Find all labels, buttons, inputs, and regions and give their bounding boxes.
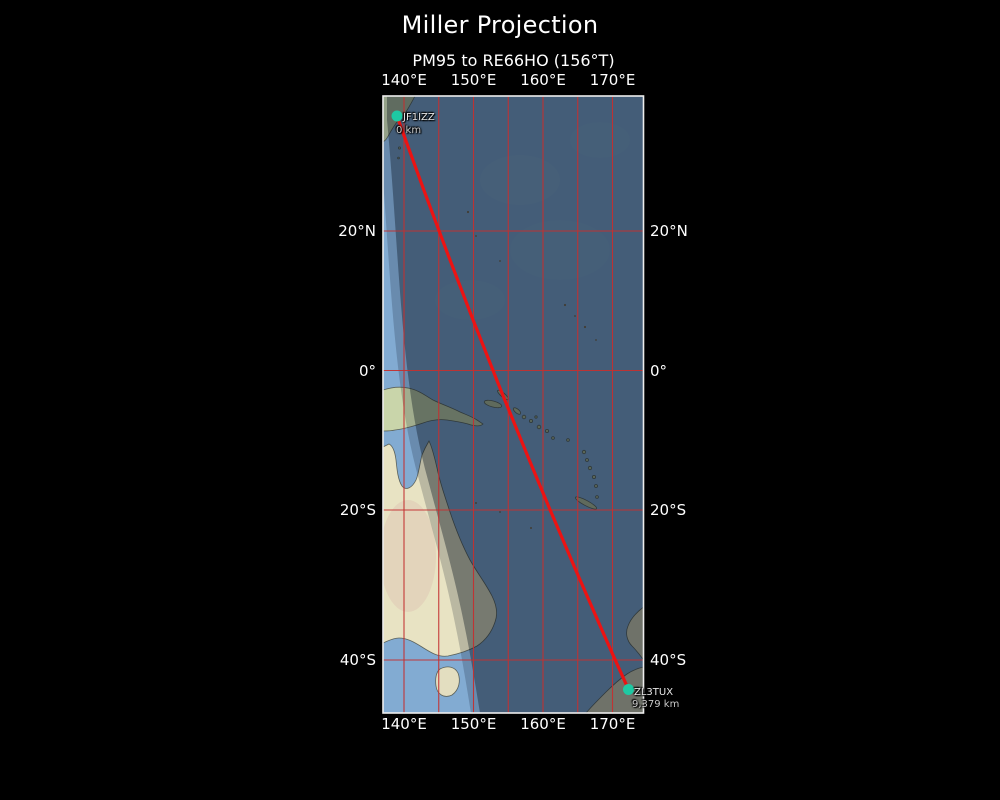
land-izu-island: [397, 146, 401, 150]
map-frame: [382, 95, 645, 714]
terminator-night-shade: [387, 96, 644, 713]
x-tick-label-top: 150°E: [450, 71, 497, 89]
end-marker: [623, 684, 634, 695]
x-tick-label-bottom: 160°E: [520, 715, 566, 733]
end-distance-label: 9,379 km: [632, 699, 680, 710]
land-micronesia-dots: [466, 210, 597, 529]
land-new-caledonia: [574, 496, 598, 510]
land-australia: [383, 440, 498, 657]
land-vanuatu: [566, 438, 598, 488]
land-bougainville: [512, 407, 522, 415]
land-australia-desert-tint: [383, 500, 436, 612]
land-nz-north-island: [626, 606, 644, 661]
land-izu-island: [397, 156, 400, 160]
y-tick-label-left: 20°S: [339, 501, 376, 519]
y-tick-label-right: 40°S: [650, 651, 687, 669]
x-tick-label-bottom: 170°E: [589, 715, 636, 733]
x-tick-label-top: 140°E: [381, 71, 427, 89]
y-tick-label-right: 20°S: [650, 501, 687, 519]
terminator-penumbra: [383, 96, 644, 713]
start-marker: [391, 110, 403, 122]
landmass-layer: [383, 96, 644, 713]
x-tick-label-bottom: 140°E: [381, 715, 427, 733]
land-new-britain: [483, 399, 503, 409]
land-loyalty-island: [595, 495, 599, 499]
plot-subtitle: PM95 to RE66HO (156°T): [412, 51, 615, 70]
end-callsign-label: ZL3TUX: [634, 687, 674, 698]
y-tick-label-left: 40°S: [339, 651, 376, 669]
land-new-guinea: [383, 386, 484, 432]
y-tick-label-left: 20°N: [338, 222, 376, 240]
route-markers: [391, 110, 634, 695]
y-tick-label-right: 0°: [650, 361, 668, 380]
land-nz-south-island: [585, 666, 644, 713]
x-tick-label-top: 170°E: [589, 71, 636, 89]
y-tick-label-left: 0°: [358, 361, 376, 380]
land-solomon-islands: [521, 414, 555, 440]
route-line: [395, 114, 631, 692]
x-tick-label-top: 160°E: [520, 71, 566, 89]
x-tick-label-bottom: 150°E: [450, 715, 497, 733]
graticule: [383, 96, 644, 713]
start-callsign-label: JF1IZZ: [403, 112, 435, 123]
land-tasmania: [435, 666, 460, 697]
y-tick-label-right: 20°N: [650, 222, 688, 240]
start-distance-label: 0 km: [396, 125, 422, 136]
figure-title: Miller Projection: [401, 11, 599, 39]
